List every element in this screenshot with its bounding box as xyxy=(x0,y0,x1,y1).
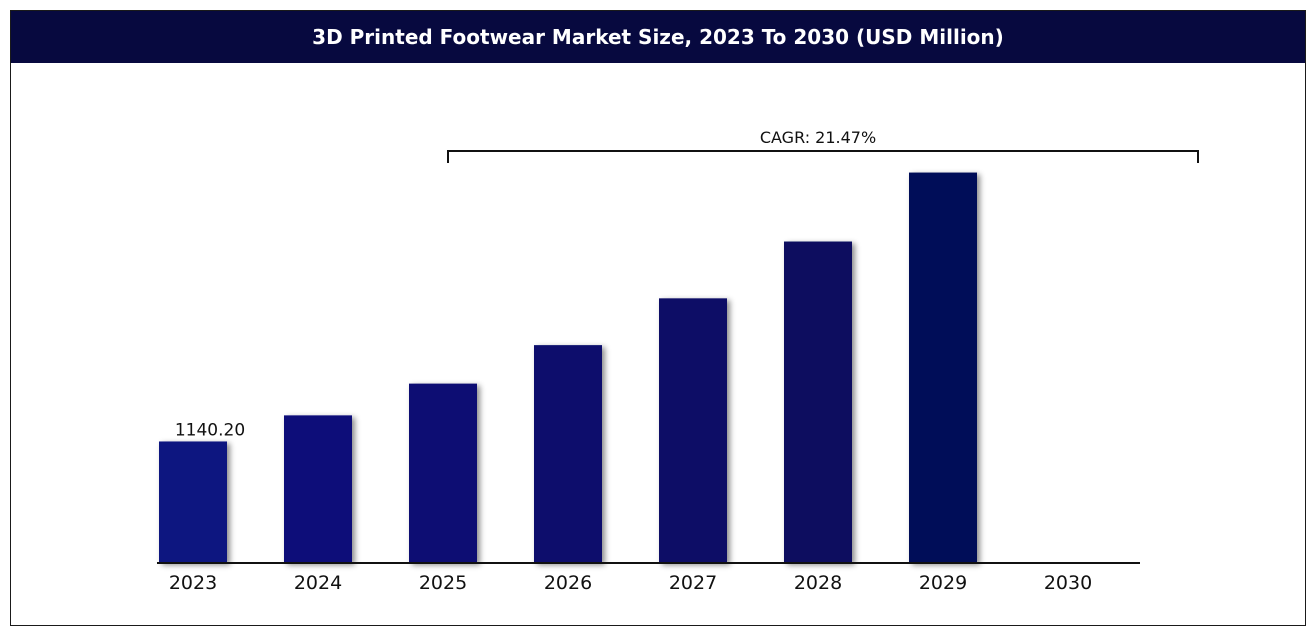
bar-2027 xyxy=(659,298,727,563)
bar-2025 xyxy=(409,383,477,563)
bar-2029 xyxy=(909,172,977,563)
chart-title: 3D Printed Footwear Market Size, 2023 To… xyxy=(312,25,1004,49)
cagr-bracket xyxy=(447,150,1199,163)
x-tick-label-2025: 2025 xyxy=(419,572,467,594)
chart-title-bar: 3D Printed Footwear Market Size, 2023 To… xyxy=(11,11,1305,63)
bar-2024 xyxy=(284,415,352,563)
bar-2026 xyxy=(534,345,602,563)
x-tick-label-2026: 2026 xyxy=(544,572,592,594)
x-tick-label-2028: 2028 xyxy=(794,572,842,594)
x-tick-label-2029: 2029 xyxy=(919,572,967,594)
bar-2023 xyxy=(159,441,227,563)
cagr-annotation: CAGR: 21.47% xyxy=(447,128,1199,163)
bar-2028 xyxy=(784,241,852,563)
data-label-2023: 1140.20 xyxy=(175,420,245,440)
x-tick-label-2030: 2030 xyxy=(1044,572,1092,594)
x-tick-label-2023: 2023 xyxy=(169,572,217,594)
data-label-2030: 3663.10 xyxy=(1050,0,1120,5)
cagr-label: CAGR: 21.47% xyxy=(760,128,876,147)
x-axis-ticks: 2023 2024 2025 2026 2027 2028 2029 2030 xyxy=(169,572,1092,594)
data-labels: 1140.20 3663.10 xyxy=(175,0,1120,440)
x-tick-label-2027: 2027 xyxy=(669,572,717,594)
x-tick-label-2024: 2024 xyxy=(294,572,342,594)
bars-layer xyxy=(159,172,977,563)
